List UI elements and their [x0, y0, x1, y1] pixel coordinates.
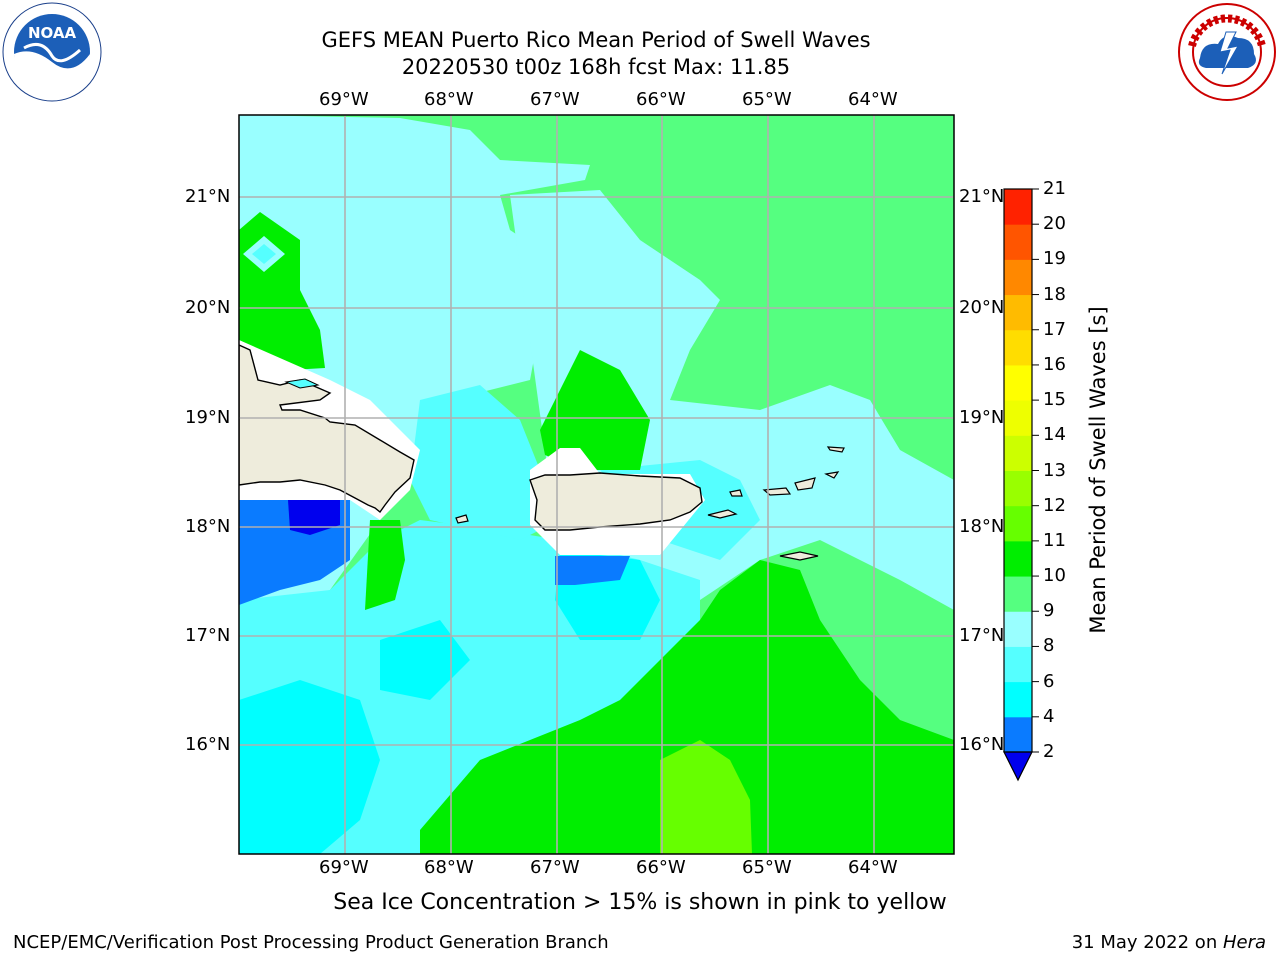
footer-credit: NCEP/EMC/Verification Post Processing Pr…: [13, 932, 609, 953]
colorbar-tick-label: 9: [1043, 600, 1055, 622]
colorbar-tick-label: 17: [1043, 318, 1066, 340]
lon-tick-top-6: 64°W: [848, 89, 898, 110]
field-4-6-mid: [380, 620, 470, 700]
colorbar-tick-label: 15: [1043, 389, 1066, 411]
lon-tick-top-2: 68°W: [424, 89, 474, 110]
colorbar-tick-label: 10: [1043, 565, 1066, 587]
nws-logo: [1176, 2, 1278, 102]
colorbar-band: [1004, 470, 1032, 507]
land-st-croix: [779, 551, 819, 561]
graticule: [239, 115, 954, 854]
lat-tick-left-5: 17°N: [185, 625, 231, 646]
colorbar-tick-label: 4: [1043, 705, 1055, 727]
colorbar-tick-label: 13: [1043, 459, 1066, 481]
lat-tick-left-2: 20°N: [185, 297, 231, 318]
lat-tick-right-3: 19°N: [959, 407, 1005, 428]
lat-tick-left-6: 16°N: [185, 734, 231, 755]
chart-subtitle: 20220530 t00z 168h fcst Max: 11.85: [401, 55, 791, 79]
field-6-8-central: [410, 385, 560, 540]
lat-tick-right-6: 16°N: [959, 734, 1005, 755]
colorbar-band: [1004, 505, 1032, 542]
colorbar-band: [1004, 576, 1032, 612]
lon-tick-top-1: 69°W: [319, 89, 369, 110]
colorbar-tick-label: 14: [1043, 424, 1066, 446]
noaa-logo-text: NOAA: [28, 24, 77, 42]
colorbar-label: Mean Period of Swell Waves [s]: [1086, 306, 1110, 634]
lon-tick-top-5: 65°W: [742, 89, 792, 110]
lon-tick-bottom-6: 64°W: [848, 857, 898, 878]
lon-tick-top-3: 67°W: [530, 89, 580, 110]
colorbar-tick-label: 21: [1043, 178, 1066, 199]
swell-period-field: [239, 115, 954, 854]
land-vieques: [707, 509, 738, 519]
colorbar-tick-label: 19: [1043, 248, 1066, 270]
field-11-12-south: [660, 740, 752, 854]
colorbar-band: [1004, 329, 1032, 366]
colorbar-band: [1004, 294, 1032, 331]
land-hispaniola: [239, 344, 415, 514]
lat-tick-right-5: 17°N: [959, 625, 1005, 646]
field-10-11-se: [420, 560, 954, 854]
colorbar-tick-label: 11: [1043, 529, 1066, 551]
colorbar-tick-label: 8: [1043, 635, 1055, 657]
field-diamond-nw-core: [252, 244, 276, 264]
colorbar-tick-label: 16: [1043, 353, 1066, 375]
colorbar-band: [1004, 189, 1032, 225]
lat-tick-right-2: 20°N: [959, 297, 1005, 318]
colorbar-band: [1004, 716, 1032, 753]
map-frame: [238, 114, 955, 855]
lon-tick-bottom-4: 66°W: [636, 857, 686, 878]
colorbar-band: [1004, 540, 1032, 577]
noaa-logo: NOAA: [2, 2, 102, 102]
colorbar: [1003, 188, 1039, 782]
colorbar-band: [1004, 259, 1032, 296]
lat-tick-left-3: 19°N: [185, 407, 231, 428]
lon-tick-bottom-5: 65°W: [742, 857, 792, 878]
field-2-4-south-pr: [555, 556, 630, 585]
footer-date-text: 31 May 2022 on: [1071, 932, 1223, 953]
footer-host: Hera: [1222, 932, 1266, 953]
land-tortuga: [284, 378, 320, 389]
land-mona: [455, 514, 469, 524]
colorbar-band: [1004, 364, 1032, 401]
colorbar-band: [1004, 681, 1032, 718]
colorbar-tick-label: 6: [1043, 670, 1055, 692]
field-10-11-north-pr: [540, 350, 650, 470]
sea-ice-note: Sea Ice Concentration > 15% is shown in …: [333, 890, 947, 915]
colorbar-under-triangle: [1003, 751, 1033, 782]
colorbar-band: [1004, 646, 1032, 683]
lat-tick-right-1: 21°N: [959, 186, 1005, 207]
colorbar-band: [1004, 435, 1032, 471]
lon-tick-bottom-1: 69°W: [319, 857, 369, 878]
colorbar-band: [1004, 400, 1032, 436]
colorbar-band: [1004, 224, 1032, 260]
lon-tick-bottom-3: 67°W: [530, 857, 580, 878]
field-10-11-mona: [365, 520, 405, 610]
colorbar-band: [1004, 611, 1032, 647]
land-virgin-islands: [729, 446, 845, 497]
colorbar-tick-label: 20: [1043, 213, 1066, 235]
lat-tick-left-1: 21°N: [185, 186, 231, 207]
colorbar-tick-label: 2: [1043, 741, 1055, 762]
lon-tick-top-4: 66°W: [636, 89, 686, 110]
colorbar-tick-label: 12: [1043, 494, 1066, 516]
lat-tick-left-4: 18°N: [185, 516, 231, 537]
lat-tick-right-4: 18°N: [959, 516, 1005, 537]
chart-title: GEFS MEAN Puerto Rico Mean Period of Swe…: [321, 28, 871, 52]
lon-tick-bottom-2: 68°W: [424, 857, 474, 878]
footer-date: 31 May 2022 on Hera: [1072, 932, 1266, 953]
colorbar-tick-label: 18: [1043, 283, 1066, 305]
